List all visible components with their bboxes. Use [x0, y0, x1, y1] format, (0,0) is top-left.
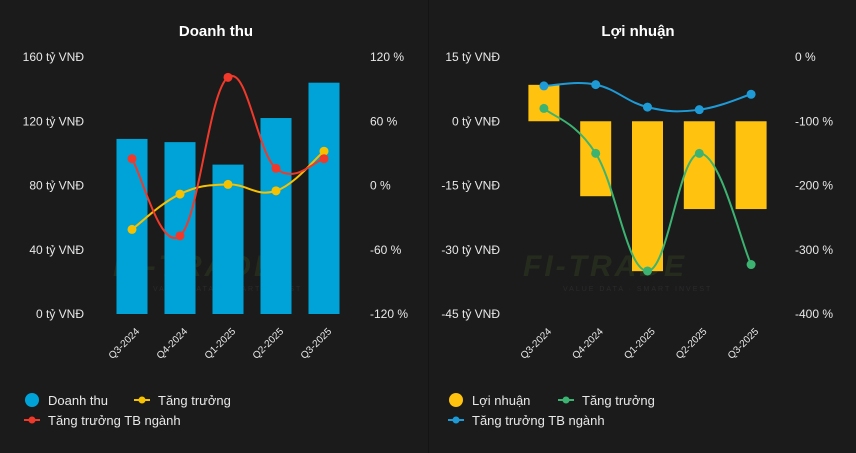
- line-point[interactable]: [175, 231, 185, 241]
- bar[interactable]: [632, 121, 663, 272]
- right-axis-tick-label: 60 %: [370, 114, 398, 128]
- legend-item[interactable]: Tăng trưởng TB ngành: [448, 413, 605, 428]
- left-axis-tick-label: 160 tỷ VNĐ: [23, 50, 85, 64]
- category-label: Q3-2025: [299, 326, 335, 362]
- category-label: Q1-2025: [622, 326, 658, 362]
- legend-marker: [25, 393, 39, 407]
- legend-marker: [449, 393, 463, 407]
- left-axis-tick-label: 0 tỷ VNĐ: [36, 307, 84, 321]
- line-point[interactable]: [746, 89, 756, 99]
- line-point[interactable]: [223, 72, 233, 82]
- right-axis-tick-label: -400 %: [795, 307, 833, 321]
- legend-item[interactable]: Tăng trưởng TB ngành: [24, 413, 181, 428]
- left-axis-tick-label: -45 tỷ VNĐ: [441, 307, 500, 321]
- right-axis-tick-label: -300 %: [795, 243, 833, 257]
- line-point[interactable]: [539, 81, 549, 91]
- bar[interactable]: [735, 121, 767, 210]
- line-point[interactable]: [694, 148, 704, 158]
- line-point[interactable]: [175, 189, 185, 199]
- right-axis-tick-label: 120 %: [370, 50, 404, 64]
- bar[interactable]: [260, 118, 292, 314]
- bar[interactable]: [580, 121, 612, 197]
- left-axis-tick-label: 0 tỷ VNĐ: [452, 114, 500, 128]
- line-point[interactable]: [643, 266, 652, 276]
- line-point[interactable]: [746, 260, 756, 270]
- chart-right: Lợi nhuận -45 tỷ VNĐ -30 tỷ VNĐ -15 tỷ VNĐ 0…: [441, 23, 833, 428]
- line-point[interactable]: [127, 154, 137, 164]
- left-axis-tick-label: 80 tỷ VNĐ: [29, 179, 84, 193]
- legend-marker-dot: [452, 416, 460, 424]
- category-label: Q1-2025: [203, 326, 239, 362]
- line-point[interactable]: [223, 179, 233, 189]
- category-label: Q4-2024: [571, 326, 607, 362]
- line-point[interactable]: [319, 146, 329, 156]
- legend-label: Doanh thu: [48, 393, 108, 408]
- legend-item[interactable]: Doanh thu: [25, 393, 108, 408]
- right-axis-tick-label: -120 %: [370, 307, 408, 321]
- category-label: Q3-2024: [107, 326, 143, 362]
- line-point[interactable]: [539, 103, 549, 113]
- line-point[interactable]: [591, 80, 601, 90]
- chart-left: Doanh thu 0 tỷ VNĐ 40 tỷ VNĐ 80 tỷ VNĐ 120 t…: [23, 23, 409, 428]
- bar[interactable]: [212, 164, 244, 314]
- left-axis-tick-label: 120 tỷ VNĐ: [23, 114, 85, 128]
- legend-item[interactable]: Tăng trưởng: [558, 393, 655, 408]
- chart-title: Lợi nhuận: [601, 23, 674, 40]
- legend-label: Tăng trưởng TB ngành: [472, 413, 605, 428]
- chart-title: Doanh thu: [179, 23, 253, 40]
- legend-label: Lợi nhuận: [472, 393, 530, 408]
- line-point[interactable]: [694, 105, 704, 115]
- series-line: [131, 74, 325, 240]
- line-point[interactable]: [319, 154, 329, 164]
- left-axis-tick-label: 15 tỷ VNĐ: [445, 50, 500, 64]
- right-axis-tick-label: 0 %: [370, 179, 391, 193]
- legend-item[interactable]: Lợi nhuận: [449, 393, 530, 408]
- category-label: Q3-2024: [519, 326, 555, 362]
- category-label: Q2-2025: [674, 326, 710, 362]
- legend-marker-dot: [138, 396, 146, 404]
- line-point[interactable]: [127, 224, 137, 234]
- legend-label: Tăng trưởng: [158, 393, 231, 408]
- left-axis-tick-label: -30 tỷ VNĐ: [441, 243, 500, 257]
- line-point[interactable]: [591, 148, 601, 158]
- line-point[interactable]: [271, 186, 281, 196]
- line-point[interactable]: [643, 102, 652, 112]
- legend-marker-dot: [28, 416, 36, 424]
- legend-label: Tăng trưởng: [582, 393, 655, 408]
- panel-divider: [428, 0, 429, 453]
- category-label: Q4-2024: [155, 326, 191, 362]
- right-axis-tick-label: -200 %: [795, 179, 833, 193]
- bar[interactable]: [164, 142, 196, 314]
- line-point[interactable]: [271, 163, 281, 173]
- left-axis-tick-label: 40 tỷ VNĐ: [29, 243, 84, 257]
- bar[interactable]: [308, 82, 340, 314]
- legend-label: Tăng trưởng TB ngành: [48, 413, 181, 428]
- left-axis-tick-label: -15 tỷ VNĐ: [441, 179, 500, 193]
- legend-item[interactable]: Tăng trưởng: [134, 393, 231, 408]
- category-label: Q2-2025: [251, 326, 287, 362]
- category-label: Q3-2025: [726, 326, 762, 362]
- right-axis-tick-label: -60 %: [370, 243, 402, 257]
- right-axis-tick-label: -100 %: [795, 114, 833, 128]
- legend-marker-dot: [562, 396, 570, 404]
- svg-text:VALUE DATA · SMART INVEST: VALUE DATA · SMART INVEST: [563, 286, 712, 293]
- right-axis-tick-label: 0 %: [795, 50, 816, 64]
